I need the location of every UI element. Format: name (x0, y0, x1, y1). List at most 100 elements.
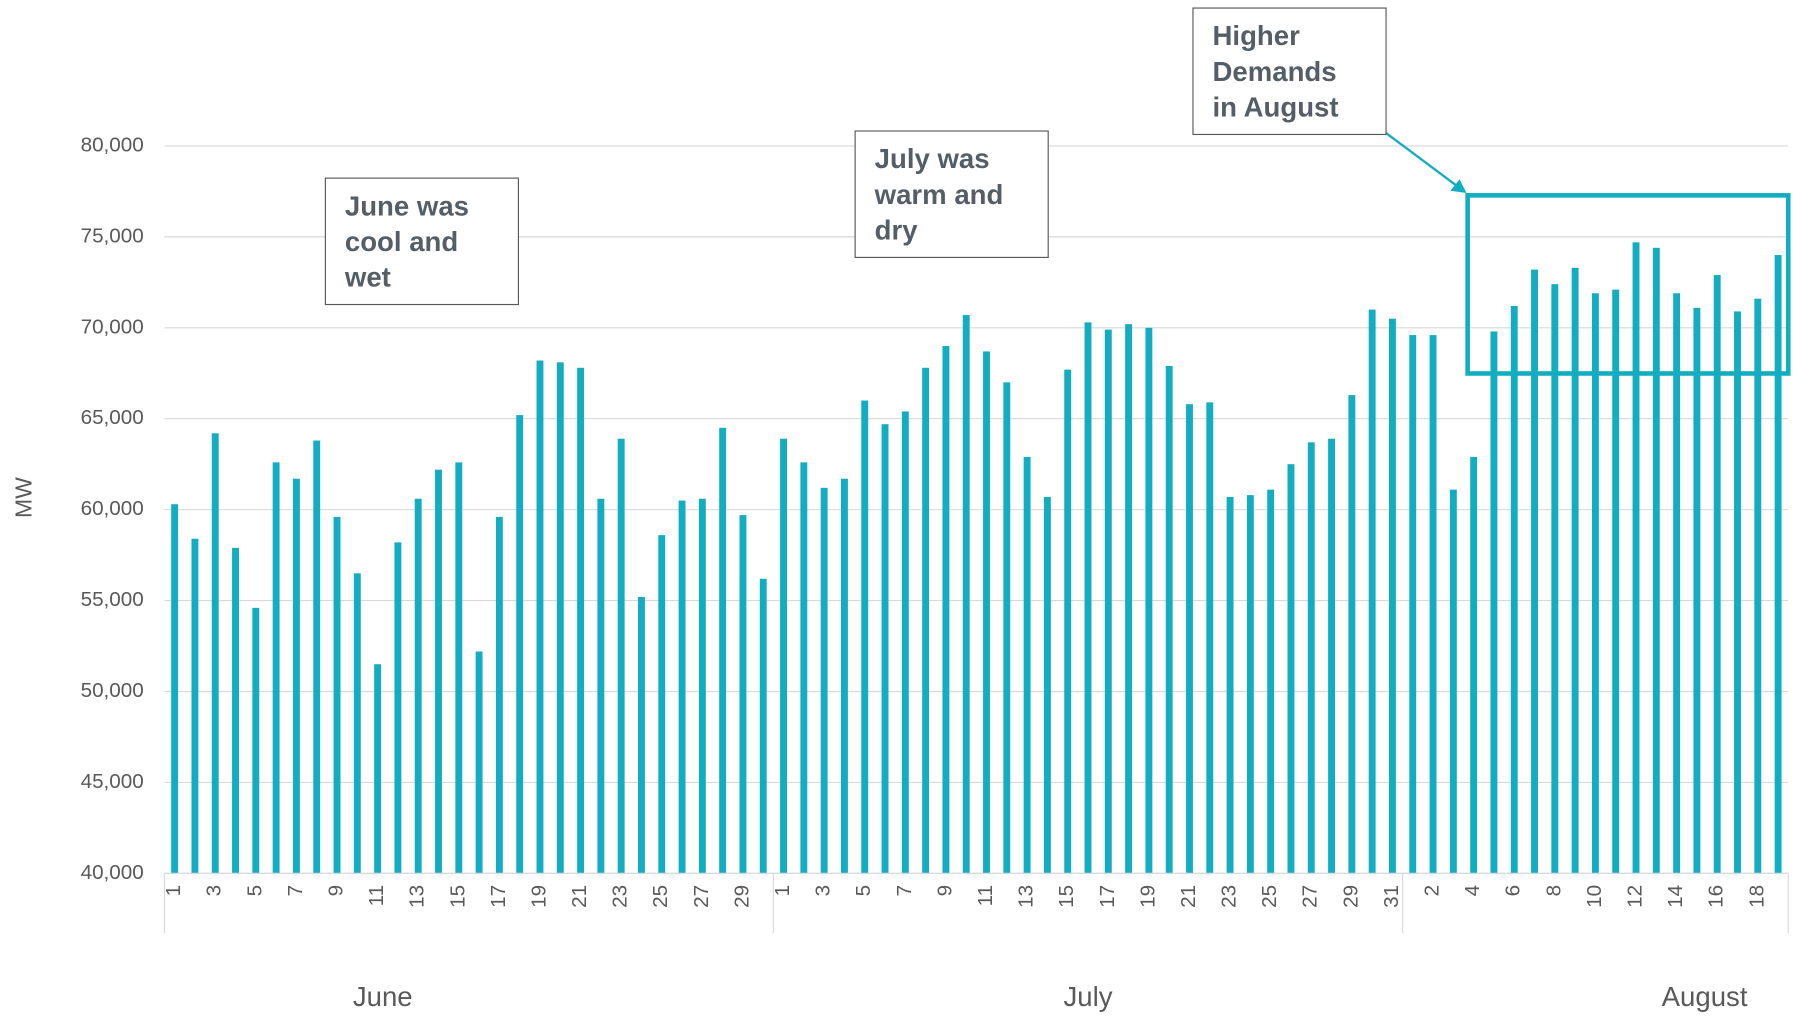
x-tick-label: 11 (974, 885, 997, 906)
bar (1084, 322, 1092, 874)
bar (1754, 298, 1762, 874)
bar (881, 424, 889, 874)
x-tick-label: 1 (162, 885, 185, 897)
x-tick-label: 17 (1096, 885, 1119, 908)
x-tick-label: 10 (1583, 885, 1606, 908)
annotation-text: cool and (345, 226, 458, 257)
bar (901, 411, 909, 874)
y-tick-label: 45,000 (81, 770, 144, 793)
x-tick-label: 25 (1258, 885, 1281, 908)
bar (252, 607, 260, 874)
x-tick-label: 7 (893, 885, 916, 897)
plot: 40,000 45,000 50,000 55,000 60,000 65,000 70,0… (81, 133, 1789, 1012)
annotation-text: July was (875, 143, 990, 174)
bar (1145, 327, 1153, 874)
bar (211, 433, 219, 874)
x-tick-label: 2 (1421, 885, 1444, 896)
x-tick-label: 4 (1461, 885, 1484, 896)
bar (556, 362, 564, 874)
bar (1612, 289, 1620, 874)
y-tick-label: 80,000 (81, 133, 144, 156)
annotation-text: Demands (1213, 56, 1337, 87)
bar (1632, 242, 1640, 874)
x-tick-label: 17 (487, 885, 510, 908)
bar (962, 315, 970, 874)
bar (780, 438, 787, 874)
bar (414, 498, 422, 874)
annotation-text: wet (344, 262, 391, 293)
y-axis-label: MW (11, 477, 37, 518)
bar (1104, 329, 1112, 874)
bar (455, 462, 463, 874)
bar (698, 498, 706, 874)
bar (739, 515, 747, 874)
x-tick-label: 29 (1339, 885, 1362, 908)
bar (1064, 369, 1072, 874)
annotation-text: June was (345, 190, 469, 221)
bar (1551, 284, 1559, 874)
bar (1673, 293, 1681, 874)
annotation-box (854, 130, 1049, 258)
bar (617, 438, 625, 874)
bar (1510, 305, 1518, 874)
bar (1328, 438, 1336, 874)
bar (1571, 267, 1579, 874)
bar (171, 504, 179, 874)
x-tick-label: 7 (284, 885, 307, 897)
x-tick-label: 15 (1055, 885, 1078, 908)
x-tick-label: 8 (1542, 885, 1565, 896)
bar (1125, 324, 1133, 874)
bar (983, 351, 990, 874)
bar (1470, 456, 1478, 874)
bar (292, 478, 300, 874)
x-tick-label: 13 (1015, 885, 1038, 908)
bar (1734, 311, 1741, 874)
bar (394, 542, 402, 874)
bar (1307, 442, 1315, 874)
x-tick-label: 19 (1136, 885, 1159, 908)
bar (597, 498, 605, 874)
annotation: Higher Demands in August (1192, 7, 1387, 136)
bar (495, 516, 503, 874)
x-tick-label: 5 (852, 885, 875, 897)
bar (1389, 318, 1396, 874)
bar (1226, 496, 1234, 874)
x-tick-label: 31 (1380, 885, 1403, 908)
bar (1449, 489, 1457, 874)
bar (1186, 404, 1193, 874)
bar (861, 400, 869, 874)
bar (577, 367, 585, 874)
bar (1267, 489, 1275, 874)
x-tick-label: 1 (771, 885, 794, 897)
x-tick-label: 23 (609, 885, 632, 908)
x-tick-label: 19 (527, 885, 550, 908)
y-tick-label: 70,000 (81, 315, 144, 338)
x-tick-label: 5 (243, 885, 266, 897)
x-tick-label: 21 (1177, 885, 1200, 908)
bar (658, 535, 666, 874)
bar (353, 573, 361, 874)
bar (536, 360, 544, 874)
x-tick-label: 29 (730, 885, 753, 908)
bar (313, 440, 321, 874)
bar (272, 462, 280, 874)
bar (840, 478, 848, 874)
annotation-text: dry (875, 214, 919, 245)
bar (1368, 309, 1376, 874)
x-tick-label: 15 (446, 885, 469, 908)
annotation-text: warm and (874, 179, 1004, 210)
bar (1043, 496, 1051, 874)
bar (638, 596, 645, 874)
bar (1429, 335, 1437, 874)
bar (1652, 247, 1660, 874)
bar (516, 415, 524, 874)
x-tick-label: 27 (1299, 885, 1322, 908)
x-tick-label: 27 (690, 885, 713, 908)
y-tick-label: 65,000 (81, 406, 144, 429)
bar (1693, 307, 1701, 874)
annotation-box (1192, 7, 1387, 136)
bar (232, 547, 239, 874)
x-tick-label: 16 (1705, 885, 1728, 908)
